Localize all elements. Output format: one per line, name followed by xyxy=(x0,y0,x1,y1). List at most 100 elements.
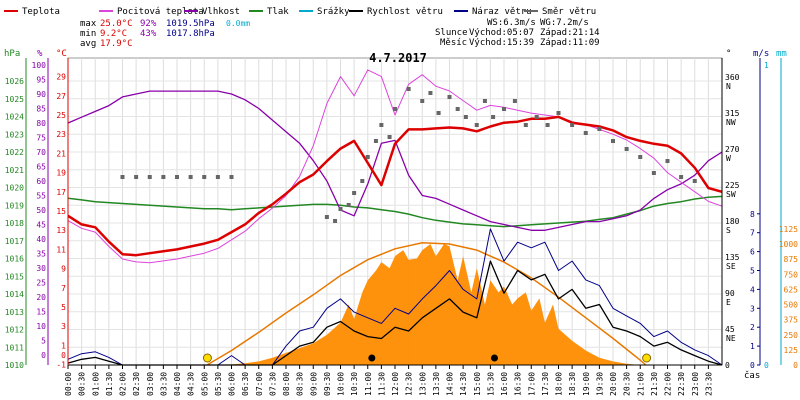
humidity-tick-label: 20 xyxy=(36,293,46,302)
radiation-tick-label: 125 xyxy=(784,346,799,355)
x-tick-label: 19:00 xyxy=(582,372,591,396)
pressure-tick-label: 1019 xyxy=(5,201,24,210)
wind-direction-point xyxy=(570,123,575,127)
temperature-tick-label: 17 xyxy=(56,188,66,197)
pressure-unit: hPa xyxy=(4,49,20,59)
x-tick-label: 21:00 xyxy=(636,372,645,396)
wind-direction-point xyxy=(556,111,561,115)
x-tick-label: 08:30 xyxy=(296,372,305,396)
pressure-tick-label: 1026 xyxy=(5,77,24,86)
direction-compass-label: E xyxy=(726,298,731,307)
wind-tick-label: 8 xyxy=(750,210,755,219)
pressure-tick-label: 1014 xyxy=(5,290,24,299)
humidity-tick-label: 30 xyxy=(36,264,46,273)
stats-rain: 0.0mm xyxy=(226,19,250,28)
wind-direction-point xyxy=(229,175,234,179)
x-axis-label: čas xyxy=(744,370,760,381)
wind-direction-point xyxy=(611,139,615,143)
temperature-tick-label: -1 xyxy=(56,361,66,370)
pressure-tick-label: 1018 xyxy=(5,219,24,228)
radiation-tick-label: 375 xyxy=(784,316,799,325)
radiation-tick-label: 0 xyxy=(793,361,798,370)
humidity-tick-label: 60 xyxy=(36,177,46,186)
temperature-line xyxy=(67,115,723,257)
wind-direction-point xyxy=(583,131,588,135)
pressure-tick-label: 1017 xyxy=(5,237,24,246)
x-tick-label: 06:00 xyxy=(228,372,237,396)
x-tick-label: 07:30 xyxy=(268,372,277,396)
wind-tick-label: 5 xyxy=(750,267,755,276)
wind-direction-point xyxy=(447,95,452,99)
wind-direction-point xyxy=(597,127,602,131)
apparent-temperature-line xyxy=(67,69,723,264)
pressure-tick-label: 1020 xyxy=(5,184,24,193)
wind-tick-label: 2 xyxy=(750,323,755,332)
humidity-tick-label: 70 xyxy=(36,148,46,157)
sunrise: Východ:05:07 xyxy=(469,28,534,38)
temperature-tick-label: 15 xyxy=(56,207,66,216)
direction-tick-label: 90 xyxy=(725,289,735,298)
stats-row-label: min xyxy=(80,29,96,39)
wind-direction-point xyxy=(379,123,384,127)
humidity-tick-label: 55 xyxy=(36,192,46,201)
wind-direction-point xyxy=(324,215,329,219)
x-tick-label: 09:30 xyxy=(323,372,332,396)
rain-tick-label: 1 xyxy=(764,61,769,70)
x-tick-label: 03:30 xyxy=(159,372,168,396)
wind-direction-point xyxy=(352,191,357,195)
x-tick-label: 23:00 xyxy=(691,372,700,396)
direction-tick-label: 0 xyxy=(725,361,730,370)
temperature-tick-label: 11 xyxy=(56,245,66,254)
legend-label: Teplota xyxy=(22,7,60,17)
wind-direction-point xyxy=(338,207,343,211)
stats-humidity: 43% xyxy=(140,29,157,39)
legend-label: Náraz větru xyxy=(472,7,532,17)
radiation-tick-label: 750 xyxy=(784,270,799,279)
wind-direction-point xyxy=(455,107,460,111)
x-tick-label: 16:00 xyxy=(500,372,509,396)
wind-direction-point xyxy=(188,175,193,179)
wind-direction-point xyxy=(346,203,351,207)
pressure-tick-label: 1024 xyxy=(5,113,24,122)
temperature-tick-label: 5 xyxy=(61,303,66,312)
temperature-tick-label: 9 xyxy=(61,265,66,274)
x-tick-label: 04:30 xyxy=(187,372,196,396)
temperature-tick-label: 0 xyxy=(61,351,66,360)
temperature-tick-label: 25 xyxy=(56,111,66,120)
wind-tick-label: 4 xyxy=(750,285,755,294)
direction-unit: ° xyxy=(726,49,731,59)
wind-direction-point xyxy=(134,175,139,179)
temperature-tick-label: 7 xyxy=(61,284,66,293)
wind-unit: m/s xyxy=(753,49,769,59)
humidity-unit: % xyxy=(37,49,43,59)
wind-direction-point xyxy=(387,135,392,139)
x-tick-label: 20:00 xyxy=(609,372,618,396)
stats-row-label: max xyxy=(80,19,97,29)
wind-direction-point xyxy=(624,147,629,151)
pressure-tick-label: 1010 xyxy=(5,361,24,370)
wind-direction-point xyxy=(665,159,670,163)
pressure-tick-label: 1022 xyxy=(5,148,24,157)
wind-direction-point xyxy=(360,179,365,183)
x-tick-label: 22:30 xyxy=(677,372,686,396)
direction-tick-label: 45 xyxy=(725,325,735,334)
wind-direction-point xyxy=(638,155,643,159)
pressure-tick-label: 1015 xyxy=(5,272,24,281)
stats-pressure: 1017.8hPa xyxy=(166,29,215,39)
legend-label: Rychlost větru xyxy=(367,7,443,17)
x-tick-label: 20:30 xyxy=(623,372,632,396)
humidity-tick-label: 10 xyxy=(36,322,46,331)
temperature-tick-label: 29 xyxy=(56,73,66,82)
temperature-tick-label: 13 xyxy=(56,226,66,235)
x-tick-label: 01:00 xyxy=(91,372,100,396)
stats-panel: max 25.0°C 92% 1019.5hPa 0.0mm min 9.2°C 43% 101… xyxy=(80,18,600,49)
x-tick-label: 17:30 xyxy=(541,372,550,396)
legend-label: Vlhkost xyxy=(202,7,240,17)
moon-marker xyxy=(368,354,376,362)
wind-direction-point xyxy=(175,175,179,179)
direction-tick-label: 135 xyxy=(725,253,740,262)
stats-temperature: 9.2°C xyxy=(100,29,127,39)
stats-wind-speed: WS:6.3m/s xyxy=(487,18,536,28)
radiation-tick-label: 625 xyxy=(784,285,799,294)
